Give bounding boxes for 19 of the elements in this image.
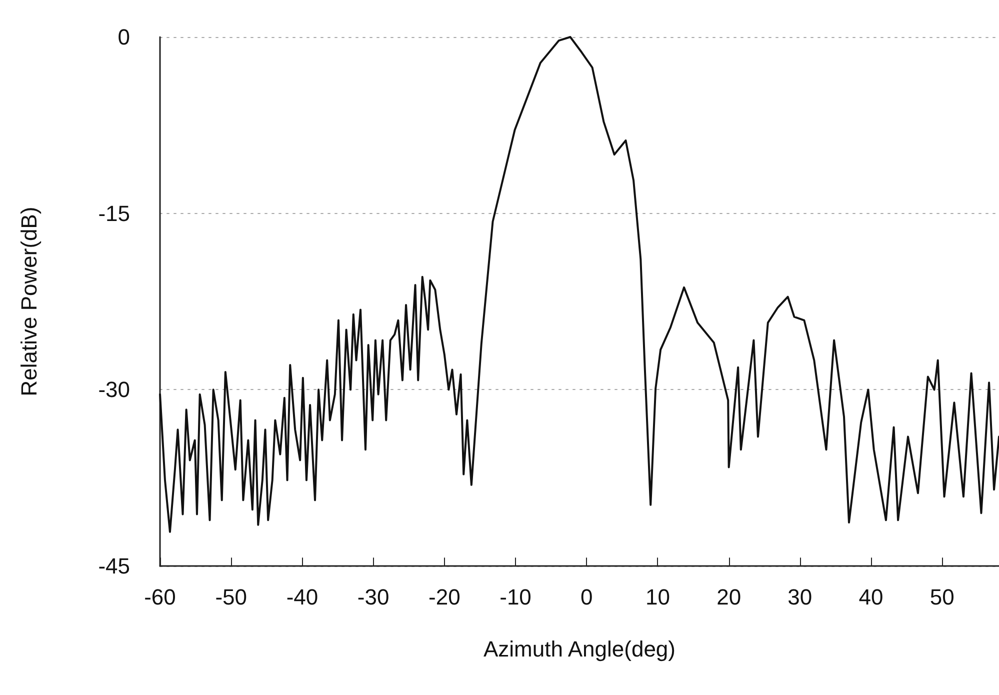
y-tick-label: -15: [98, 200, 130, 226]
x-tick-label: -50: [215, 584, 247, 610]
y-axis-title: Relative Power(dB): [16, 206, 42, 396]
y-tick-label: -45: [98, 554, 130, 578]
x-tick-label: -10: [500, 584, 532, 610]
x-tick-label: 30: [788, 584, 812, 610]
x-tick-label: 40: [858, 584, 884, 610]
x-tick-label: 50: [930, 584, 954, 610]
x-tick-label: 10: [645, 584, 670, 610]
x-tick-label: -20: [428, 584, 460, 610]
x-tick-label: -60: [144, 584, 176, 610]
y-tick-label: -30: [98, 377, 130, 402]
y-tick-label: 0: [118, 24, 130, 50]
x-tick-label: -30: [357, 584, 390, 610]
x-axis-title: Azimuth Angle(deg): [484, 636, 676, 662]
x-tick-label: 20: [716, 584, 742, 610]
x-tick-label: -40: [286, 584, 318, 610]
x-tick-label: 0: [580, 584, 593, 610]
line-series: [159, 36, 999, 533]
